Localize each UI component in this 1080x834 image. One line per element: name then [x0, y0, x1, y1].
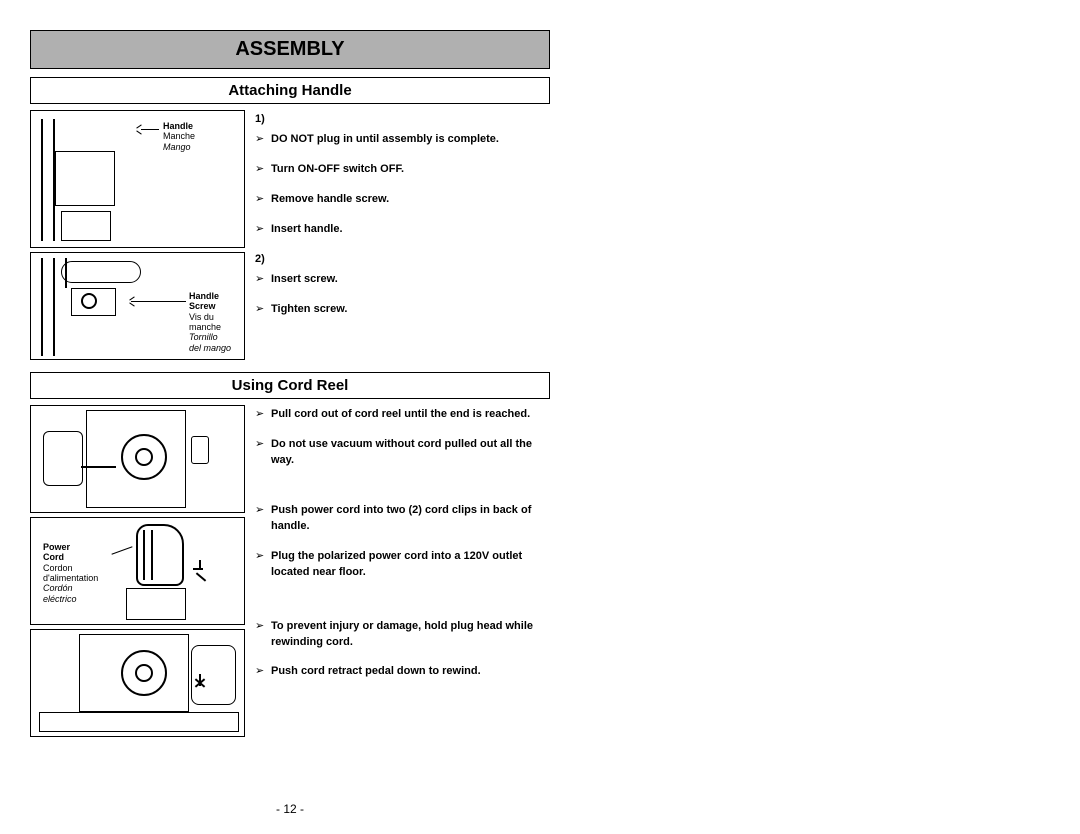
- section1-figures: Handle Manche Mango Handle Screw Vis: [30, 110, 245, 360]
- label-text: Vis du: [189, 312, 231, 322]
- figure-handle-screw: Handle Screw Vis du manche Tornillo del …: [30, 252, 245, 360]
- instruction-item: Insert screw.: [255, 272, 550, 288]
- fig-label-power-cord: Power Cord Cordon d'alimentation Cordón …: [43, 542, 98, 604]
- section1-header: Attaching Handle: [30, 77, 550, 104]
- label-text: Cordon: [43, 563, 98, 573]
- label-text: Handle: [189, 291, 231, 301]
- instruction-item: DO NOT plug in until assembly is complet…: [255, 132, 550, 148]
- instruction-item: To prevent injury or damage, hold plug h…: [255, 619, 550, 651]
- figure-cord-reel: [30, 405, 245, 513]
- instruction-item: Plug the polarized power cord into a 120…: [255, 549, 550, 581]
- step-number: 1): [255, 112, 550, 128]
- page-number: - 12 -: [30, 802, 550, 816]
- label-text: d'alimentation: [43, 573, 98, 583]
- instruction-item: Push cord retract pedal down to rewind.: [255, 664, 550, 680]
- figure-power-cord: Power Cord Cordon d'alimentation Cordón …: [30, 517, 245, 625]
- instruction-item: Turn ON-OFF switch OFF.: [255, 162, 550, 178]
- label-text: del mango: [189, 343, 231, 353]
- fig-label-handle: Handle Manche Mango: [163, 121, 195, 152]
- section2-instructions: Pull cord out of cord reel until the end…: [255, 405, 550, 737]
- label-text: Cordón: [43, 583, 98, 593]
- instruction-item: Pull cord out of cord reel until the end…: [255, 407, 550, 423]
- section2-body: Power Cord Cordon d'alimentation Cordón …: [30, 405, 550, 737]
- instruction-item: Push power cord into two (2) cord clips …: [255, 503, 550, 535]
- step-number: 2): [255, 252, 550, 268]
- section1-instructions: 1) DO NOT plug in until assembly is comp…: [255, 110, 550, 360]
- instruction-item: Remove handle screw.: [255, 192, 550, 208]
- section1-body: Handle Manche Mango Handle Screw Vis: [30, 110, 550, 360]
- instruction-item: Do not use vacuum without cord pulled ou…: [255, 437, 550, 469]
- label-text: Tornillo: [189, 332, 231, 342]
- label-text: eléctrico: [43, 594, 98, 604]
- label-text: Cord: [43, 552, 98, 562]
- label-text: Manche: [163, 131, 195, 141]
- section2-figures: Power Cord Cordon d'alimentation Cordón …: [30, 405, 245, 737]
- label-text: Handle: [163, 121, 195, 131]
- section2-header: Using Cord Reel: [30, 372, 550, 399]
- main-header: ASSEMBLY: [30, 30, 550, 69]
- label-text: Power: [43, 542, 98, 552]
- label-text: Mango: [163, 142, 195, 152]
- manual-page: ASSEMBLY Attaching Handle Handle Manche …: [0, 0, 1080, 834]
- instruction-item: Insert handle.: [255, 222, 550, 238]
- fig-label-screw: Handle Screw Vis du manche Tornillo del …: [189, 291, 231, 353]
- figure-handle: Handle Manche Mango: [30, 110, 245, 248]
- label-text: Screw: [189, 301, 231, 311]
- figure-cord-retract: [30, 629, 245, 737]
- instruction-item: Tighten screw.: [255, 302, 550, 318]
- label-text: manche: [189, 322, 231, 332]
